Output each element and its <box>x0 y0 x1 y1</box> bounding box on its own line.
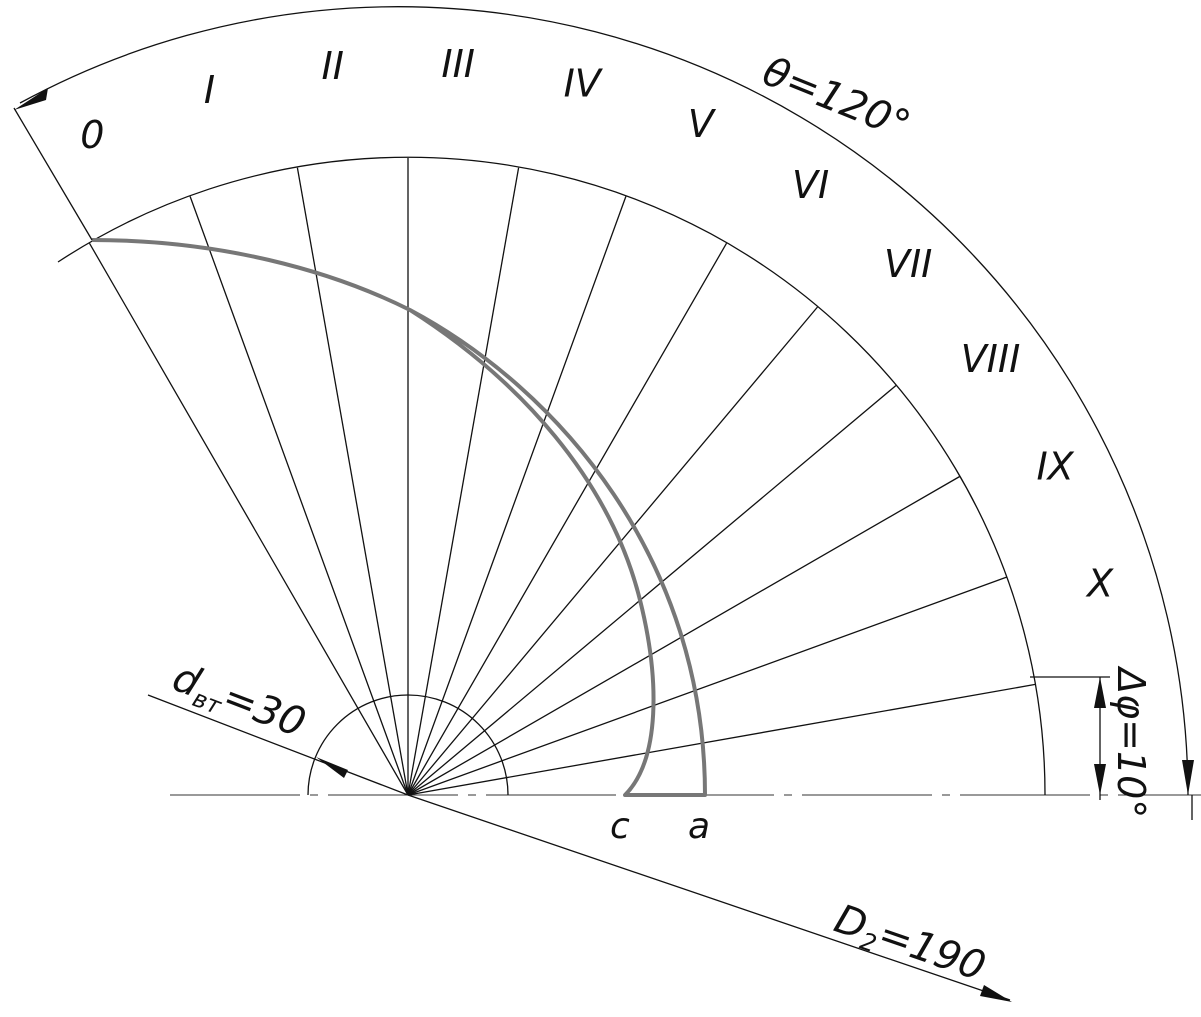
station-label: 0 <box>80 113 104 157</box>
D2-label: D2=190 <box>827 896 991 994</box>
station-label: I <box>204 68 215 112</box>
D2-arrow <box>980 985 1012 1002</box>
radial-line <box>407 576 1007 796</box>
d-in-arrow <box>316 757 348 778</box>
radial-division-lines <box>88 158 1036 796</box>
station-label: IV <box>564 61 604 105</box>
radial-line <box>407 475 961 796</box>
outer-circle-arc <box>57 156 1046 796</box>
radial-line <box>407 196 627 796</box>
radial-line <box>407 306 818 796</box>
hub-circle-arc <box>307 694 509 796</box>
station-label: V <box>688 102 717 146</box>
station-label: X <box>1085 562 1114 606</box>
d-in-label: dвт=30 <box>165 654 312 750</box>
theta-arrow-end <box>1182 760 1194 795</box>
theta-arrow-start <box>14 88 48 110</box>
dphi-label: Δφ=10° <box>1109 665 1153 818</box>
radial-line <box>189 196 409 796</box>
radial-line <box>296 167 409 796</box>
dphi-arrow-top <box>1094 677 1106 708</box>
blade-profile <box>91 238 707 797</box>
radial-line <box>407 385 897 796</box>
theta-extension-left <box>13 107 93 241</box>
station-label: III <box>441 42 475 86</box>
theta-label: θ=120° <box>756 49 916 149</box>
station-label: VI <box>792 163 829 207</box>
station-label: IX <box>1036 444 1074 488</box>
point-a-label: a <box>688 806 710 847</box>
radial-line <box>88 242 409 796</box>
point-c-label: c <box>610 806 630 847</box>
station-label: II <box>321 44 343 88</box>
station-label: VII <box>884 242 932 286</box>
dphi-arrow-bottom <box>1094 764 1106 795</box>
d-in-leader-line <box>147 694 409 796</box>
radial-line <box>407 683 1036 796</box>
radial-line <box>407 167 520 796</box>
theta-dimension-arc <box>19 6 1189 796</box>
radial-line <box>407 242 728 796</box>
station-label: VIII <box>961 337 1021 381</box>
D2-leader-line <box>407 794 1011 1001</box>
